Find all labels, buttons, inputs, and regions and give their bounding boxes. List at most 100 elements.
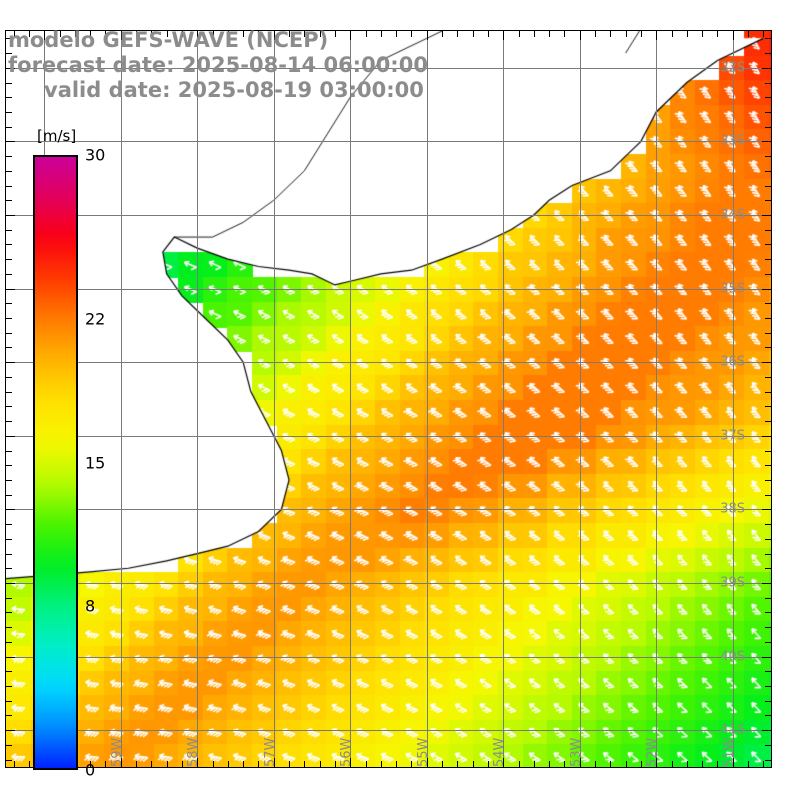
axis-tick-left	[6, 760, 12, 761]
axis-tick-right	[765, 539, 771, 540]
axis-tick-right	[765, 303, 771, 304]
lat-label-40S: 40S	[720, 649, 745, 665]
axis-tick-right	[765, 186, 771, 187]
axis-tick-top	[733, 31, 734, 40]
axis-tick-top	[228, 31, 229, 37]
axis-tick-bottom	[167, 761, 168, 767]
axis-tick-right	[765, 274, 771, 275]
axis-tick-right	[765, 318, 771, 319]
axis-tick-bottom	[213, 761, 214, 767]
axis-tick-left	[6, 436, 15, 437]
gridline-lon-58W	[197, 31, 198, 767]
lon-label-55W: 55W	[416, 737, 431, 767]
axis-tick-left	[6, 612, 12, 613]
axis-tick-left	[6, 171, 12, 172]
axis-tick-left	[6, 451, 12, 452]
axis-tick-left	[6, 141, 15, 142]
lat-label-41S: 41S	[720, 722, 745, 738]
axis-tick-left	[6, 392, 12, 393]
axis-tick-right	[762, 583, 771, 584]
axis-tick-bottom	[121, 758, 122, 767]
lat-label-33S: 33S	[720, 133, 745, 149]
gridline-lon-56W	[350, 31, 351, 767]
axis-tick-bottom	[289, 761, 290, 767]
axis-tick-bottom	[136, 761, 137, 767]
axis-tick-top	[549, 31, 550, 37]
axis-tick-left	[6, 745, 12, 746]
axis-tick-top	[197, 31, 198, 40]
axis-tick-left	[6, 583, 15, 584]
axis-tick-left	[6, 259, 12, 260]
axis-tick-right	[765, 230, 771, 231]
axis-tick-bottom	[672, 761, 673, 767]
axis-tick-bottom	[717, 761, 718, 767]
axis-tick-left	[6, 230, 12, 231]
axis-tick-bottom	[702, 761, 703, 767]
axis-tick-left	[6, 642, 12, 643]
axis-tick-left	[6, 701, 12, 702]
axis-tick-left	[6, 53, 12, 54]
axis-tick-right	[765, 715, 771, 716]
axis-tick-top	[519, 31, 520, 37]
axis-tick-left	[6, 421, 12, 422]
axis-tick-left	[6, 686, 12, 687]
axis-tick-top	[320, 31, 321, 37]
axis-tick-top	[136, 31, 137, 37]
axis-tick-bottom	[366, 761, 367, 767]
axis-tick-top	[274, 31, 275, 40]
gridline-lon-59W	[121, 31, 122, 767]
axis-tick-bottom	[381, 761, 382, 767]
axis-tick-top	[748, 31, 749, 37]
axis-tick-right	[765, 53, 771, 54]
lon-label-53W: 53W	[569, 737, 584, 767]
axis-tick-right	[762, 141, 771, 142]
axis-tick-bottom	[258, 761, 259, 767]
axis-tick-bottom	[580, 758, 581, 767]
axis-tick-bottom	[427, 758, 428, 767]
lon-label-56W: 56W	[339, 737, 354, 767]
axis-tick-left	[6, 156, 12, 157]
lat-label-32S: 32S	[720, 60, 745, 76]
axis-tick-bottom	[457, 761, 458, 767]
axis-tick-top	[14, 31, 15, 37]
axis-tick-top	[580, 31, 581, 40]
axis-tick-top	[105, 31, 106, 37]
axis-tick-left	[6, 215, 15, 216]
axis-tick-top	[610, 31, 611, 37]
axis-tick-left	[6, 657, 15, 658]
axis-tick-right	[765, 524, 771, 525]
axis-tick-left	[6, 333, 12, 334]
gridline-lon-51W	[733, 31, 734, 767]
axis-tick-bottom	[641, 761, 642, 767]
axis-tick-top	[289, 31, 290, 37]
axis-tick-top	[656, 31, 657, 40]
axis-tick-top	[442, 31, 443, 37]
axis-tick-left	[6, 671, 12, 672]
axis-tick-right	[762, 215, 771, 216]
colorbar: [m/s] 30 22 15 8 0	[33, 127, 105, 780]
axis-tick-right	[765, 627, 771, 628]
axis-tick-right	[765, 745, 771, 746]
gridline-lon-55W	[427, 31, 428, 767]
axis-tick-top	[366, 31, 367, 37]
colorbar-gradient	[33, 155, 78, 770]
axis-tick-bottom	[320, 761, 321, 767]
axis-tick-left	[6, 303, 12, 304]
axis-tick-top	[60, 31, 61, 37]
axis-tick-right	[765, 333, 771, 334]
axis-tick-left	[6, 598, 12, 599]
axis-tick-right	[765, 83, 771, 84]
axis-tick-left	[6, 200, 12, 201]
axis-tick-bottom	[105, 761, 106, 767]
axis-tick-left	[6, 97, 12, 98]
axis-tick-right	[762, 509, 771, 510]
axis-tick-right	[762, 68, 771, 69]
axis-tick-top	[473, 31, 474, 37]
axis-tick-right	[765, 244, 771, 245]
axis-tick-right	[765, 686, 771, 687]
axis-tick-top	[151, 31, 152, 37]
axis-tick-left	[6, 83, 12, 84]
axis-tick-right	[765, 701, 771, 702]
axis-tick-right	[765, 495, 771, 496]
